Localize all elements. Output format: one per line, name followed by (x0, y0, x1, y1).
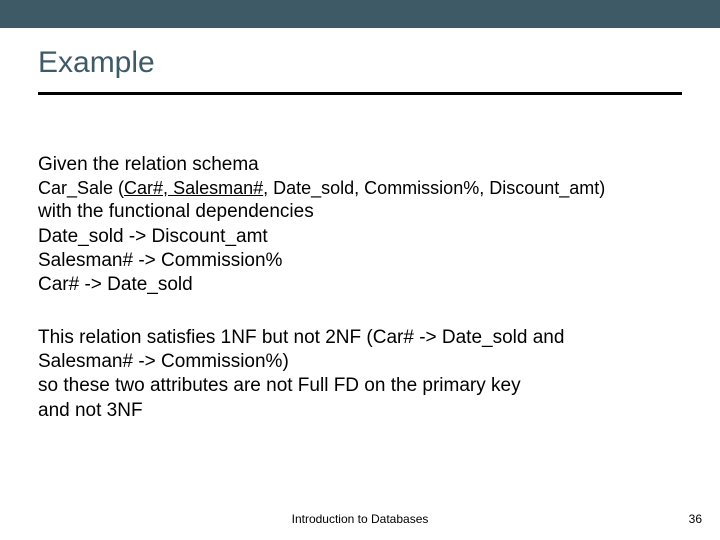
top-bar (0, 0, 720, 28)
slide-content: Example Given the relation schema Car_Sa… (0, 28, 720, 423)
fd-3: Car# -> Date_sold (38, 273, 682, 297)
schema-block: Given the relation schema Car_Sale (Car#… (38, 153, 682, 298)
slide-title: Example (38, 46, 682, 80)
expl-line-2: Salesman# -> Commission%) (38, 350, 682, 374)
schema-definition: Car_Sale (Car#, Salesman#, Date_sold, Co… (38, 177, 682, 200)
footer-text: Introduction to Databases (0, 512, 720, 526)
intro-line: Given the relation schema (38, 153, 682, 177)
explanation-block: This relation satisfies 1NF but not 2NF … (38, 326, 682, 423)
schema-key: Car#, Salesman# (124, 178, 263, 198)
page-number: 36 (689, 512, 702, 526)
fd-2: Salesman# -> Commission% (38, 249, 682, 273)
schema-rest: , Date_sold, Commission%, Discount_amt) (263, 178, 605, 198)
fd-intro: with the functional dependencies (38, 200, 682, 224)
schema-prefix: Car_Sale ( (38, 178, 124, 198)
expl-line-1: This relation satisfies 1NF but not 2NF … (38, 326, 682, 350)
fd-1: Date_sold -> Discount_amt (38, 225, 682, 249)
expl-line-3: so these two attributes are not Full FD … (38, 374, 682, 398)
expl-line-4: and not 3NF (38, 399, 682, 423)
title-divider (38, 92, 682, 95)
